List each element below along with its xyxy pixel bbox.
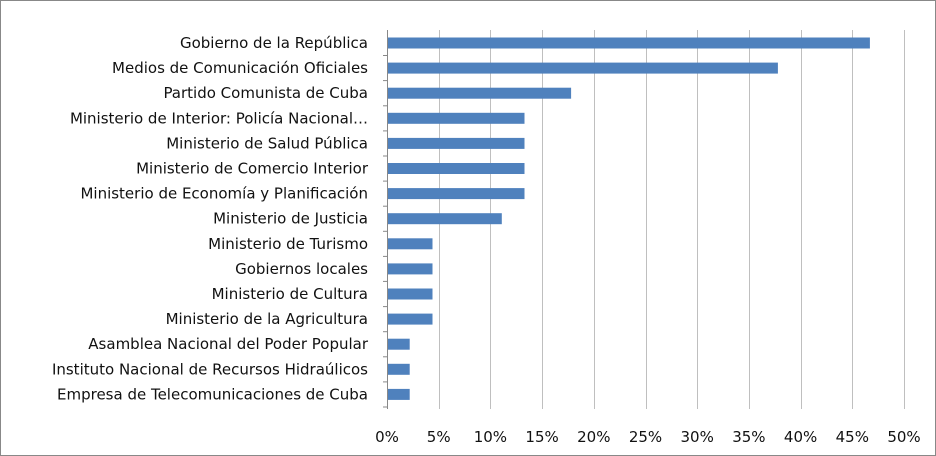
category-label: Partido Comunista de Cuba: [163, 84, 368, 102]
bar: [388, 238, 433, 250]
x-tick-label: 0%: [375, 428, 399, 446]
bar: [388, 338, 410, 350]
category-label: Empresa de Telecomunicaciones de Cuba: [57, 385, 368, 403]
category-label: Ministerio de Salud Pública: [166, 134, 368, 152]
bar: [388, 388, 410, 400]
category-label: Asamblea Nacional del Poder Popular: [88, 335, 369, 353]
bar: [388, 313, 433, 325]
x-tick-label: 20%: [577, 428, 610, 446]
x-tick-label: 50%: [887, 428, 920, 446]
bars: [388, 37, 870, 400]
bar: [388, 213, 502, 225]
category-label: Ministerio de Turismo: [208, 235, 368, 253]
x-tick-label: 5%: [427, 428, 451, 446]
category-label: Gobiernos locales: [235, 260, 368, 278]
x-tick-label: 30%: [681, 428, 714, 446]
x-tick-label: 25%: [629, 428, 662, 446]
bar: [388, 188, 525, 200]
category-label: Ministerio de la Agricultura: [166, 310, 368, 328]
x-tick-labels: 0% 5% 10% 15% 20% 25% 30% 35% 40% 45% 50%: [375, 428, 921, 446]
x-tick-label: 35%: [732, 428, 765, 446]
category-label: Ministerio de Cultura: [212, 285, 368, 303]
category-label: Ministerio de Interior: Policía Nacional…: [70, 109, 368, 127]
bar: [388, 163, 525, 174]
category-label: Gobierno de la República: [180, 34, 368, 52]
bar: [388, 112, 525, 124]
bar: [388, 87, 572, 99]
bar: [388, 37, 870, 49]
bar: [388, 288, 433, 300]
x-tick-label: 40%: [784, 428, 817, 446]
category-label: Ministerio de Comercio Interior: [136, 160, 369, 178]
axes: [383, 30, 388, 409]
category-label: Medios de Comunicación Oficiales: [112, 59, 368, 77]
bar: [388, 363, 410, 375]
category-labels: Gobierno de la República Medios de Comuni…: [52, 34, 369, 403]
category-label: Ministerio de Economía y Planificación: [80, 185, 368, 203]
category-label: Instituto Nacional de Recursos Hidraúlic…: [52, 360, 368, 378]
x-tick-label: 10%: [474, 428, 507, 446]
bar: [388, 263, 433, 275]
bar: [388, 137, 525, 149]
x-tick-label: 45%: [836, 428, 869, 446]
category-label: Ministerio de Justicia: [213, 210, 368, 228]
x-tick-label: 15%: [525, 428, 558, 446]
bar: [388, 62, 778, 74]
